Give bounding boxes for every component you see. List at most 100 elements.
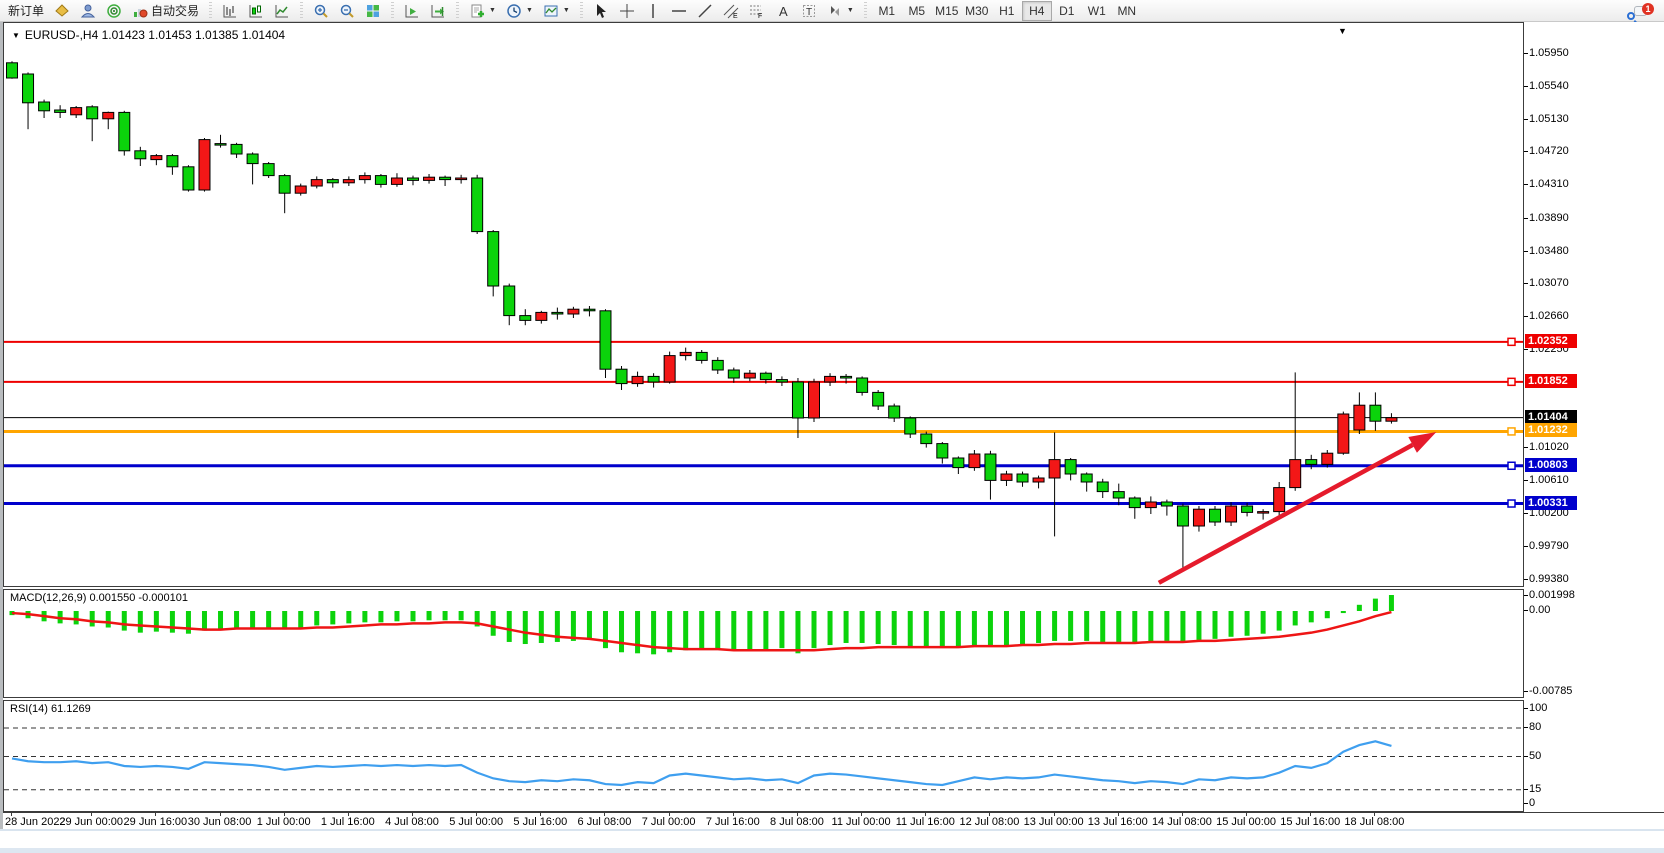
candle-2 — [38, 101, 51, 112]
line-handle[interactable] — [1507, 377, 1516, 387]
auto-scroll-icon — [404, 3, 420, 19]
timeframe-m1[interactable]: M1 — [878, 3, 896, 18]
candle-86 — [1385, 417, 1398, 422]
add-indicator-button[interactable]: ▼ — [464, 1, 501, 21]
candle-28 — [455, 177, 468, 181]
chart-bars-button[interactable] — [217, 1, 243, 21]
candle-66 — [1064, 459, 1077, 475]
timeframe-d1[interactable]: D1 — [1059, 3, 1075, 18]
candle-68 — [1096, 481, 1109, 493]
time-axis[interactable]: 28 Jun 2022 29 Jun 00:00 29 Jun 16:00 30 Ju… — [3, 812, 1664, 829]
time-tick — [668, 813, 670, 816]
svg-text:F: F — [758, 13, 762, 19]
line-handle[interactable] — [1507, 499, 1516, 508]
autotrading-button[interactable]: 自动交易 — [127, 1, 204, 21]
candle-25 — [407, 177, 419, 181]
zoom-out-button[interactable] — [334, 1, 360, 21]
rsi-panel[interactable]: RSI(14) 61.1269 — [3, 700, 1524, 812]
time-label: 13 Jul 16:00 — [1087, 816, 1148, 828]
timeframe-m15[interactable]: M15 — [935, 3, 959, 18]
axis-tick — [1524, 53, 1528, 54]
notifications-button[interactable]: 1 — [1634, 2, 1654, 19]
time-tick — [476, 813, 478, 816]
chart-line-button[interactable] — [269, 1, 295, 21]
auto-scroll-button[interactable] — [399, 1, 425, 21]
fibonacci-tool-button[interactable]: F — [744, 1, 770, 21]
candle-4 — [70, 107, 83, 116]
template-button[interactable]: ▼ — [538, 1, 575, 21]
navigator-button[interactable] — [101, 1, 127, 21]
chart-candles-button[interactable] — [243, 1, 269, 21]
chart-menu-arrow-icon[interactable]: ▼ — [1338, 26, 1347, 36]
trendline-tool-button[interactable] — [692, 1, 718, 21]
axis-tick — [1524, 283, 1528, 285]
text-tool-button[interactable]: A — [770, 1, 796, 21]
data-window-button[interactable] — [75, 1, 101, 21]
candle-77 — [1241, 505, 1254, 513]
rsi-tick: 100 — [1529, 702, 1548, 714]
time-tick — [1117, 813, 1119, 816]
line-handle[interactable] — [1507, 337, 1516, 347]
candle-61 — [984, 453, 997, 481]
time-tick — [1374, 813, 1376, 816]
shapes-icon — [827, 3, 843, 19]
market-watch-button[interactable] — [49, 1, 75, 21]
timeframe-m5[interactable]: M5 — [908, 3, 926, 18]
time-label: 30 Jun 08:00 — [187, 816, 252, 828]
new-order-button[interactable]: 新订单 — [3, 1, 49, 21]
hline-tool-button[interactable] — [666, 1, 692, 21]
trend-arrow[interactable] — [1157, 432, 1437, 585]
candle-17 — [278, 175, 291, 194]
hline-icon — [671, 3, 687, 19]
timeframe-w1[interactable]: W1 — [1087, 3, 1106, 18]
candle-22 — [358, 175, 371, 181]
line-handle[interactable] — [1507, 461, 1516, 471]
candle-47 — [759, 372, 772, 381]
candle-5 — [86, 106, 99, 120]
candle-11 — [182, 166, 195, 191]
candle-75 — [1209, 508, 1221, 523]
price-tick: 0.99380 — [1529, 572, 1569, 585]
label-tool-button[interactable]: T — [796, 1, 822, 21]
axis-tick — [1524, 250, 1528, 252]
cursor-tool-button[interactable] — [588, 1, 614, 21]
candle-78 — [1257, 511, 1270, 514]
shapes-tool-button[interactable]: ▼ — [822, 1, 859, 21]
price-badge-1.01232: 1.01232 — [1525, 423, 1577, 438]
template-icon — [543, 3, 559, 19]
candle-1 — [22, 73, 35, 104]
time-tick — [989, 813, 991, 816]
macd-panel[interactable]: MACD(12,26,9) 0.001550 -0.000101 — [3, 589, 1524, 698]
timeframe-mn[interactable]: MN — [1117, 3, 1137, 18]
price-axis[interactable]: 1.05950 1.05540 1.05130 1.04720 1.04310 1.038… — [1524, 22, 1664, 812]
crosshair-tool-button[interactable] — [614, 1, 640, 21]
candle-33 — [535, 311, 548, 321]
macd-tick: 0.00 — [1529, 604, 1551, 616]
time-label: 7 Jul 00:00 — [641, 816, 696, 828]
collapse-triangle-icon[interactable]: ▼ — [12, 30, 20, 40]
candlestick-chart[interactable] — [4, 23, 1523, 586]
timeframe-m30[interactable]: M30 — [965, 3, 989, 18]
axis-tick — [1524, 755, 1528, 757]
time-label: 11 Jul 00:00 — [831, 816, 891, 828]
candle-60 — [968, 453, 981, 469]
rsi-chart[interactable] — [4, 701, 1523, 811]
timeframe-h1[interactable]: H1 — [999, 3, 1015, 18]
macd-chart[interactable] — [4, 590, 1523, 697]
time-label: 15 Jul 16:00 — [1280, 816, 1341, 828]
vline-tool-button[interactable] — [640, 1, 666, 21]
zoom-in-button[interactable] — [308, 1, 334, 21]
period-button[interactable]: ▼ — [501, 1, 538, 21]
tile-windows-button[interactable] — [360, 1, 386, 21]
chevron-down-icon: ▼ — [525, 7, 533, 14]
market-watch-icon — [54, 3, 70, 19]
candle-16 — [262, 163, 275, 177]
candle-44 — [711, 359, 724, 371]
candle-43 — [695, 351, 708, 361]
price-panel[interactable]: ▼ EURUSD-,H4 1.01423 1.01453 1.01385 1.0… — [3, 22, 1524, 587]
timeframe-h4[interactable]: H4 — [1021, 0, 1052, 21]
line-handle[interactable] — [1507, 427, 1516, 436]
chart-shift-button[interactable] — [425, 1, 451, 21]
channel-tool-button[interactable]: E — [718, 1, 744, 21]
price-badge-1.02352: 1.02352 — [1525, 333, 1577, 348]
